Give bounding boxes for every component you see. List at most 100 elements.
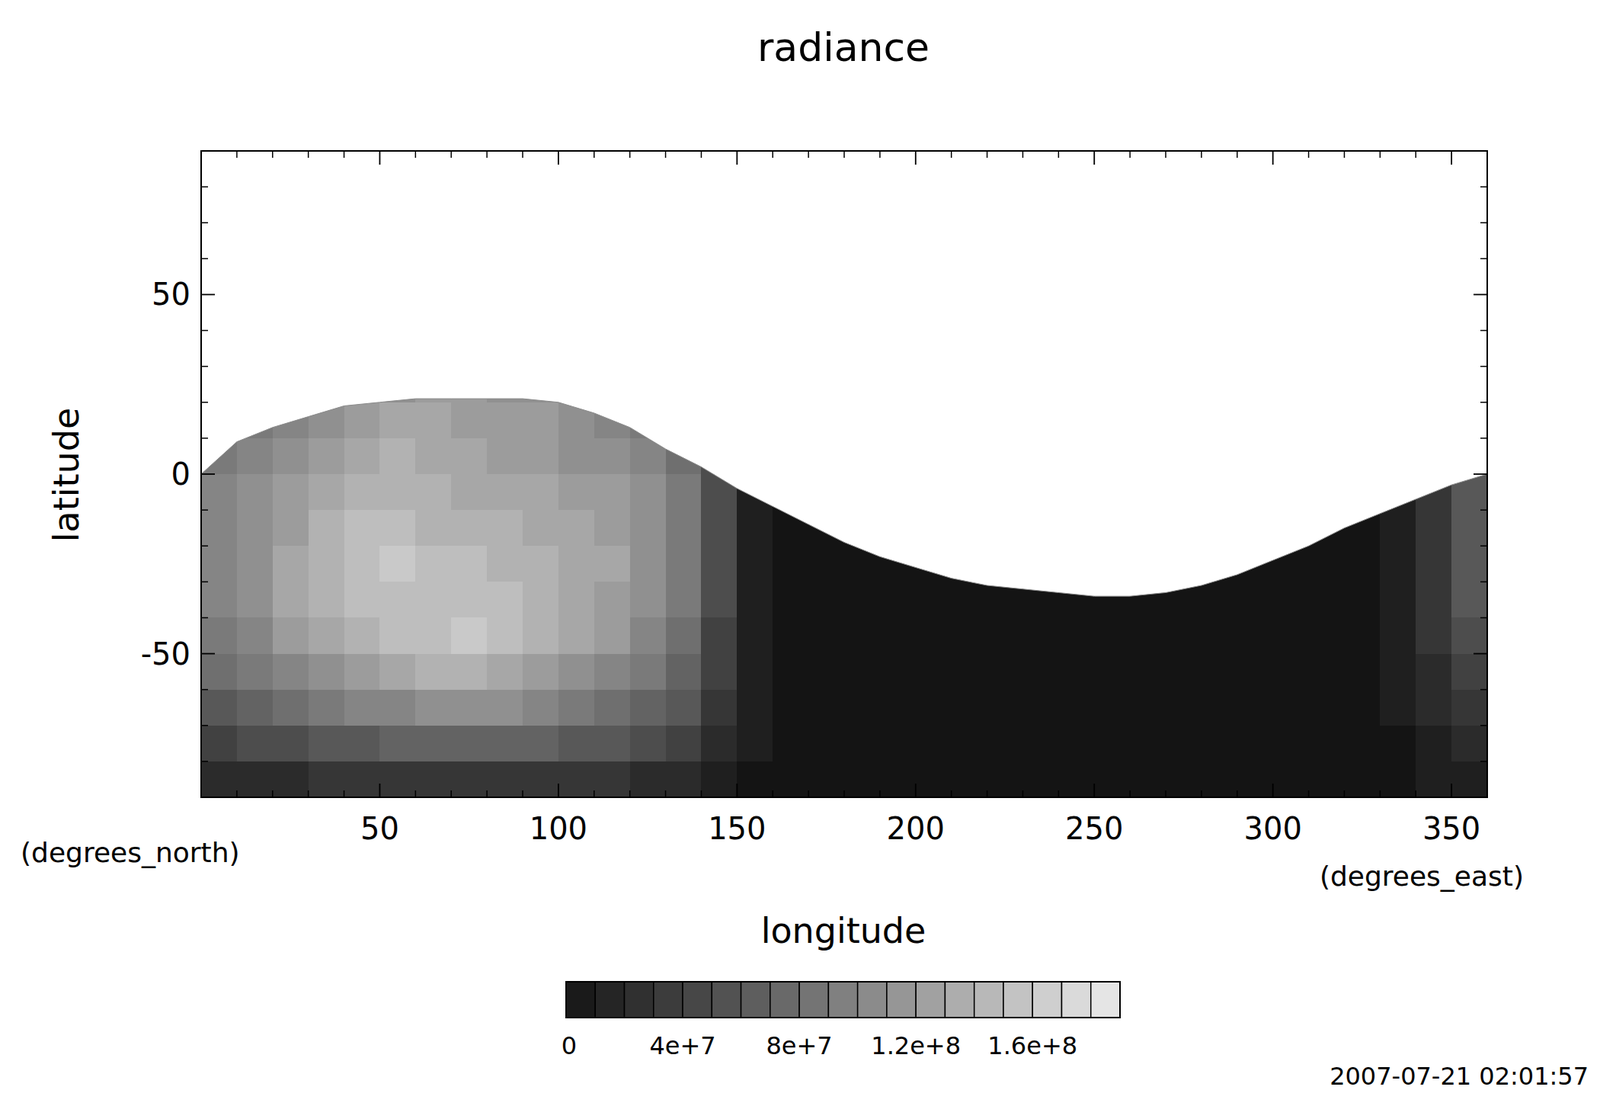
cell — [272, 402, 309, 439]
cell — [201, 653, 237, 691]
cell — [1344, 581, 1380, 618]
minor-tick — [415, 790, 417, 797]
cell — [1165, 653, 1202, 691]
cell — [1273, 617, 1309, 654]
colorbar-level — [566, 981, 596, 1018]
cell — [1379, 653, 1416, 691]
cell — [1094, 617, 1130, 654]
cell — [1379, 545, 1416, 583]
cell — [1129, 725, 1166, 762]
minor-tick — [593, 150, 596, 158]
cell — [1094, 653, 1130, 691]
cell — [880, 617, 916, 654]
cell — [272, 689, 309, 727]
cell — [344, 689, 381, 727]
cell — [844, 689, 880, 727]
cell — [201, 509, 237, 547]
cell — [736, 581, 773, 618]
cell — [379, 545, 416, 583]
cell — [486, 545, 523, 583]
cell — [1237, 545, 1274, 583]
cell — [880, 761, 916, 797]
minor-tick — [1480, 544, 1488, 547]
colorbar: 04e+78e+71.2e+81.6e+8 — [561, 981, 1120, 1060]
cell — [415, 725, 452, 762]
cell — [308, 473, 345, 511]
cell — [772, 653, 809, 691]
cell — [1237, 617, 1274, 654]
cell — [486, 366, 523, 404]
cell — [880, 725, 916, 762]
cell — [415, 689, 452, 727]
cell — [344, 761, 381, 797]
minor-tick — [272, 790, 274, 797]
cell — [558, 689, 595, 727]
y-tick-label: -50 — [140, 636, 191, 672]
cell — [1237, 689, 1274, 727]
colorbar-level — [799, 981, 829, 1018]
colorbar-level — [974, 981, 1004, 1018]
cell — [344, 581, 381, 618]
cell — [1273, 545, 1309, 583]
cell — [1129, 689, 1166, 727]
minor-tick — [629, 150, 631, 158]
cell — [486, 761, 523, 797]
minor-tick — [1480, 329, 1488, 332]
cell — [1094, 581, 1130, 618]
x-tick — [557, 150, 560, 165]
cell — [630, 509, 666, 547]
cell — [736, 761, 773, 797]
colorbar-level — [857, 981, 887, 1018]
colorbar-level — [1003, 981, 1033, 1018]
cell — [201, 473, 237, 511]
cell — [486, 509, 523, 547]
cell — [700, 438, 737, 475]
x-tick — [1450, 783, 1453, 797]
cell — [772, 473, 809, 511]
cell — [915, 653, 952, 691]
cell — [1451, 545, 1488, 583]
minor-tick — [629, 790, 631, 797]
cell — [308, 545, 345, 583]
cell — [1094, 761, 1130, 797]
cell — [987, 725, 1024, 762]
cell — [630, 617, 666, 654]
cell — [379, 653, 416, 691]
cell — [594, 581, 631, 618]
y-unit: (degrees_north) — [20, 836, 240, 868]
cell — [1273, 761, 1309, 797]
minor-tick — [1344, 150, 1346, 158]
y-tick — [1473, 294, 1488, 296]
cells — [201, 366, 1488, 797]
minor-tick — [700, 790, 703, 797]
minor-tick — [521, 790, 524, 797]
minor-tick — [843, 150, 845, 158]
cell — [1379, 725, 1416, 762]
cell — [1201, 761, 1238, 797]
cell — [1273, 689, 1309, 727]
cell — [700, 473, 737, 511]
cell — [451, 581, 487, 618]
cell — [772, 689, 809, 727]
cell — [308, 509, 345, 547]
minor-tick — [1480, 581, 1488, 583]
cell — [1022, 581, 1059, 618]
cell — [808, 761, 845, 797]
cell — [1237, 581, 1274, 618]
colorbar-level — [682, 981, 712, 1018]
minor-tick — [1164, 790, 1167, 797]
x-tick-label: 100 — [529, 810, 588, 846]
minor-tick — [1236, 790, 1239, 797]
cell — [1094, 689, 1130, 727]
cell — [558, 653, 595, 691]
x-tick-label: 50 — [360, 810, 400, 846]
minor-tick — [450, 150, 452, 158]
colorbar-tick-label: 8e+7 — [765, 1030, 832, 1060]
cell — [808, 509, 845, 547]
minor-tick — [201, 544, 208, 547]
cell — [808, 581, 845, 618]
cell — [415, 509, 452, 547]
cell — [415, 617, 452, 654]
cell — [522, 366, 559, 404]
cell — [379, 438, 416, 475]
